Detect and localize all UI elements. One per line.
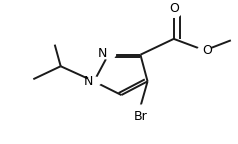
Text: N: N (98, 47, 107, 60)
Text: Br: Br (134, 110, 147, 123)
Circle shape (133, 105, 148, 114)
Text: O: O (169, 2, 179, 15)
Circle shape (101, 50, 115, 59)
Circle shape (198, 46, 212, 55)
Text: O: O (203, 44, 213, 57)
Circle shape (167, 9, 181, 17)
Text: N: N (83, 75, 93, 88)
Circle shape (87, 77, 101, 86)
